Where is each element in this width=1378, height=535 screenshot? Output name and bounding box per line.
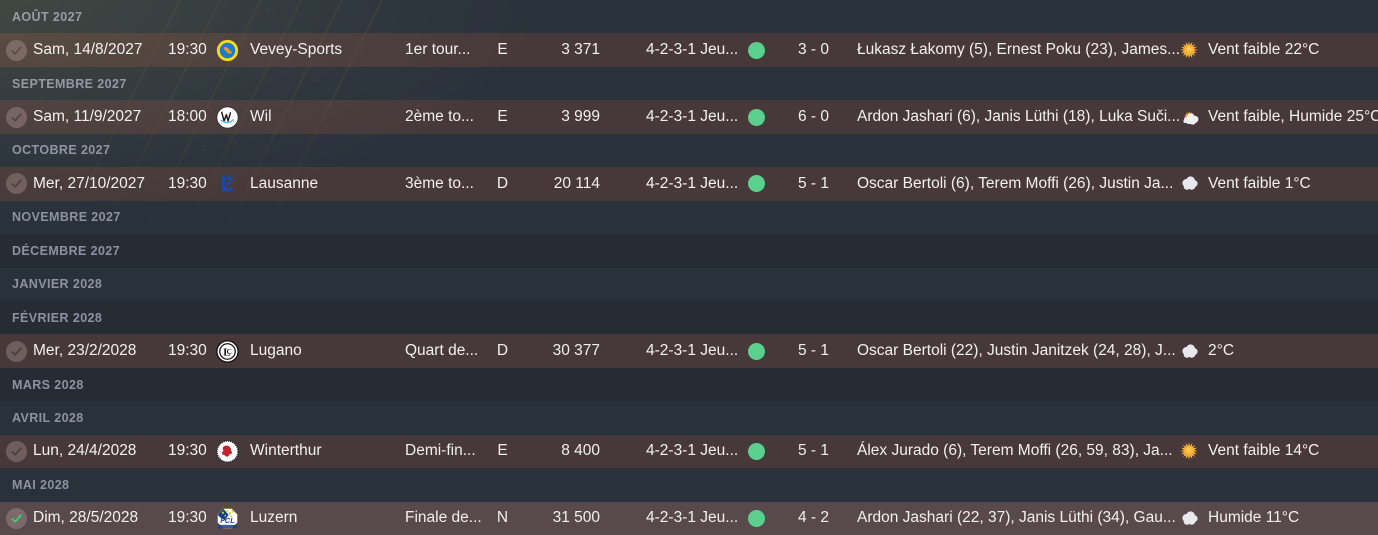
svg-text:C: C xyxy=(226,346,231,355)
svg-text:FCL: FCL xyxy=(220,516,235,525)
